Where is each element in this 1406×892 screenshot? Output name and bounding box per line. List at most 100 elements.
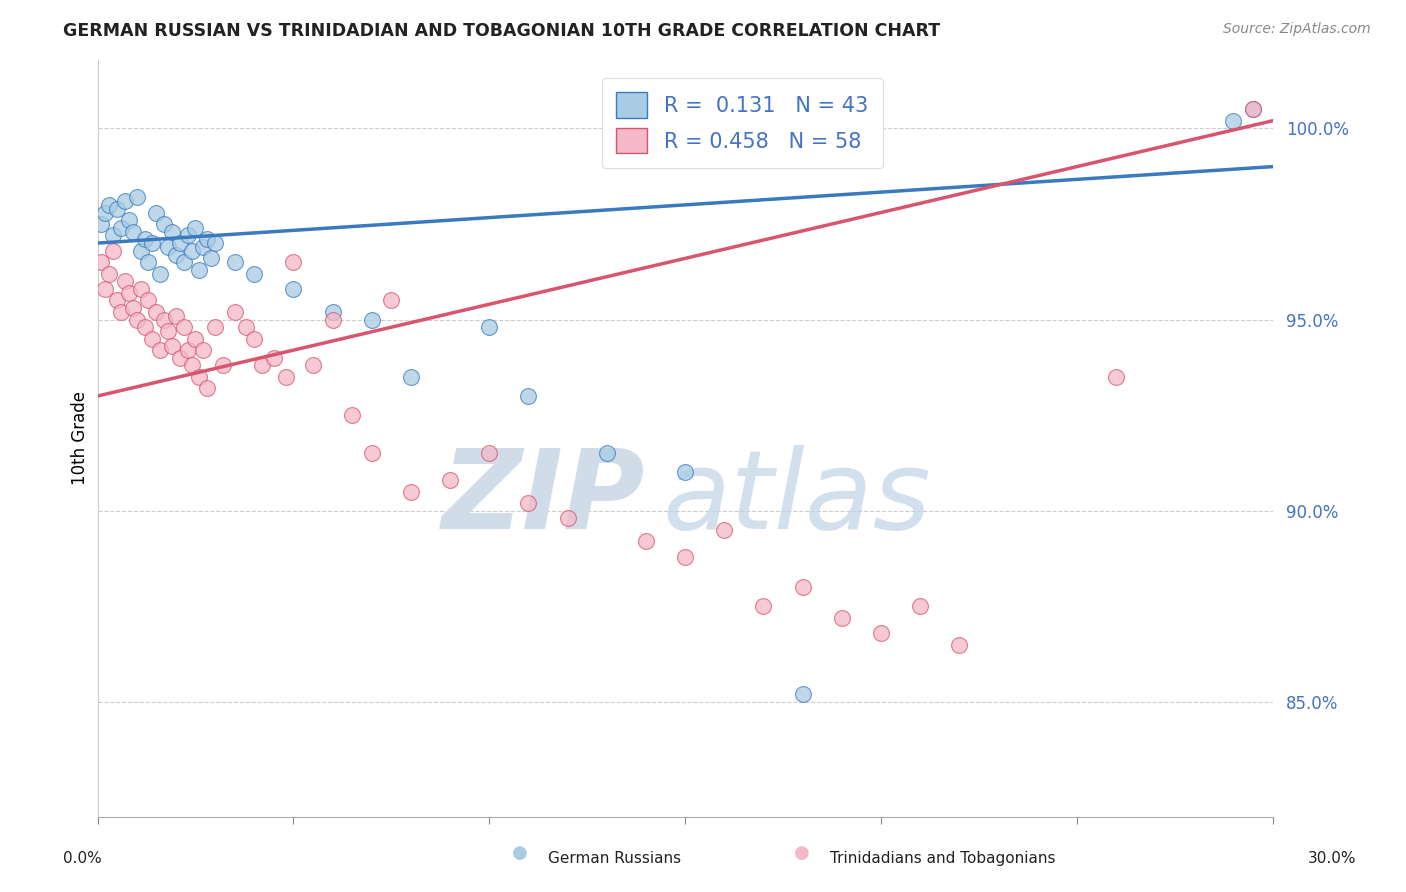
Point: [129, 244, 152, 258]
Legend: R =  0.131   N = 43, R = 0.458   N = 58: R = 0.131 N = 43, R = 0.458 N = 58: [602, 78, 883, 168]
Point: [188, 263, 211, 277]
Point: [478, 446, 501, 460]
Point: [118, 285, 141, 300]
Text: German Russians: German Russians: [548, 851, 682, 865]
Point: [94, 282, 117, 296]
Text: ●: ●: [793, 844, 810, 862]
Point: [153, 312, 176, 326]
Point: [250, 359, 273, 373]
Point: [160, 225, 183, 239]
Point: [138, 255, 160, 269]
Text: Trinidadians and Tobagonians: Trinidadians and Tobagonians: [830, 851, 1054, 865]
Point: [195, 381, 218, 395]
Point: [283, 255, 305, 269]
Point: [134, 232, 156, 246]
Point: [176, 228, 198, 243]
Point: [557, 511, 579, 525]
Point: [165, 247, 187, 261]
Point: [263, 351, 285, 365]
Text: atlas: atlas: [662, 445, 931, 552]
Point: [114, 274, 136, 288]
Point: [870, 626, 893, 640]
Point: [243, 332, 266, 346]
Point: [517, 389, 540, 403]
Point: [399, 370, 422, 384]
Y-axis label: 10th Grade: 10th Grade: [72, 391, 89, 485]
Point: [195, 232, 218, 246]
Text: GERMAN RUSSIAN VS TRINIDADIAN AND TOBAGONIAN 10TH GRADE CORRELATION CHART: GERMAN RUSSIAN VS TRINIDADIAN AND TOBAGO…: [63, 22, 941, 40]
Point: [478, 320, 501, 334]
Point: [105, 293, 128, 308]
Point: [200, 252, 222, 266]
Point: [204, 320, 226, 334]
Point: [176, 343, 198, 358]
Point: [129, 282, 152, 296]
Point: [360, 446, 382, 460]
Point: [149, 267, 172, 281]
Point: [274, 370, 297, 384]
Point: [103, 228, 125, 243]
Point: [141, 332, 163, 346]
Point: [125, 190, 148, 204]
Point: [169, 351, 191, 365]
Point: [673, 549, 696, 564]
Point: [184, 220, 207, 235]
Point: [103, 244, 125, 258]
Point: [908, 599, 931, 614]
Point: [948, 638, 970, 652]
Text: 30.0%: 30.0%: [1309, 851, 1357, 865]
Point: [173, 320, 195, 334]
Point: [792, 687, 814, 701]
Point: [596, 446, 619, 460]
Point: [160, 339, 183, 353]
Point: [517, 496, 540, 510]
Point: [134, 320, 156, 334]
Point: [224, 255, 246, 269]
Point: [831, 611, 853, 625]
Point: [1241, 103, 1264, 117]
Point: [193, 240, 215, 254]
Point: [141, 236, 163, 251]
Point: [165, 309, 187, 323]
Text: ●: ●: [512, 844, 529, 862]
Point: [121, 301, 143, 315]
Point: [180, 359, 202, 373]
Point: [1105, 370, 1128, 384]
Point: [673, 466, 696, 480]
Point: [224, 305, 246, 319]
Point: [105, 202, 128, 216]
Point: [98, 267, 121, 281]
Point: [173, 255, 195, 269]
Point: [153, 217, 176, 231]
Point: [380, 293, 402, 308]
Point: [634, 534, 657, 549]
Point: [713, 523, 735, 537]
Point: [184, 332, 207, 346]
Point: [1241, 103, 1264, 117]
Point: [193, 343, 215, 358]
Point: [188, 370, 211, 384]
Point: [110, 305, 132, 319]
Point: [110, 220, 132, 235]
Point: [118, 213, 141, 227]
Point: [752, 599, 775, 614]
Point: [212, 359, 235, 373]
Point: [204, 236, 226, 251]
Point: [439, 473, 461, 487]
Point: [90, 217, 112, 231]
Point: [121, 225, 143, 239]
Point: [149, 343, 172, 358]
Point: [322, 305, 344, 319]
Point: [98, 198, 121, 212]
Point: [283, 282, 305, 296]
Point: [94, 205, 117, 219]
Text: Source: ZipAtlas.com: Source: ZipAtlas.com: [1223, 22, 1371, 37]
Point: [145, 205, 167, 219]
Point: [157, 240, 180, 254]
Point: [340, 408, 363, 422]
Point: [235, 320, 257, 334]
Point: [125, 312, 148, 326]
Point: [90, 255, 112, 269]
Point: [322, 312, 344, 326]
Point: [180, 244, 202, 258]
